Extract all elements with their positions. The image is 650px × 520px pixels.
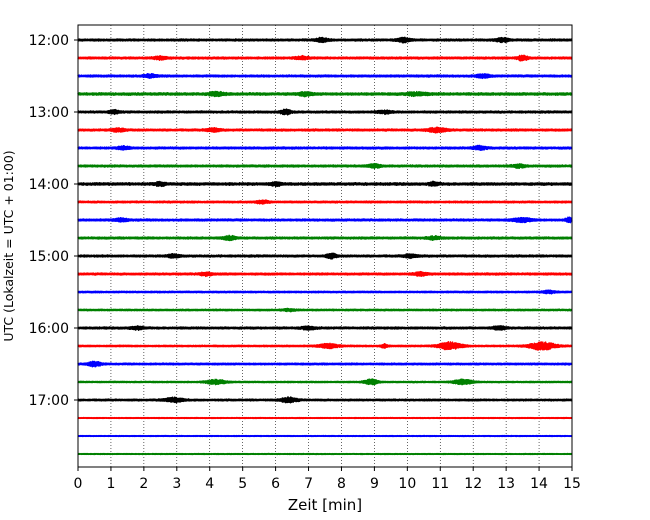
x-tick-label: 1 [106, 476, 115, 492]
y-axis-label: UTC (Lokalzeit = UTC + 01:00) [1, 150, 16, 341]
x-axis-ticks: 0 1 2 3 4 5 6 7 8 9 10 11 12 13 14 15 [74, 467, 581, 492]
trace-1215 [77, 54, 573, 62]
trace-1400 [77, 180, 573, 188]
x-axis-label: Zeit [min] [288, 496, 362, 514]
x-tick-label: 4 [205, 476, 214, 492]
x-tick-label: 0 [74, 476, 83, 492]
y-tick-label: 12:00 [29, 33, 69, 49]
trace-1415 [77, 199, 573, 205]
x-tick-label: 9 [370, 476, 379, 492]
trace-1645 [77, 378, 573, 386]
trace-1500 [77, 252, 573, 260]
trace-1630 [77, 360, 573, 368]
y-tick-label: 16:00 [29, 321, 69, 337]
y-tick-label: 13:00 [29, 105, 69, 121]
trace-1515 [77, 270, 573, 278]
trace-1445 [77, 234, 573, 242]
x-tick-label: 11 [431, 476, 449, 492]
x-tick-label: 13 [497, 476, 515, 492]
trace-1700 [77, 396, 573, 404]
plot-frame [77, 24, 573, 468]
x-tick-label: 15 [563, 476, 581, 492]
trace-1715 [77, 416, 573, 420]
seismogram-traces [77, 36, 573, 456]
x-tick-label: 5 [238, 476, 247, 492]
y-tick-label: 15:00 [29, 249, 69, 265]
y-tick-label: 17:00 [29, 393, 69, 409]
y-tick-label: 14:00 [29, 177, 69, 193]
x-tick-label: 7 [304, 476, 313, 492]
trace-1230 [77, 72, 573, 80]
x-tick-label: 14 [530, 476, 548, 492]
trace-1745 [77, 452, 573, 456]
x-tick-label: 10 [398, 476, 416, 492]
x-tick-label: 2 [139, 476, 148, 492]
trace-1600 [77, 324, 573, 332]
trace-1200 [77, 36, 573, 44]
trace-1300 [77, 108, 573, 116]
trace-1245 [77, 90, 573, 98]
x-tick-label: 8 [337, 476, 346, 492]
trace-1345 [77, 162, 573, 170]
x-tick-label: 12 [464, 476, 482, 492]
trace-1315 [77, 126, 573, 134]
x-tick-label: 3 [172, 476, 181, 492]
x-tick-label: 6 [271, 476, 280, 492]
trace-1530 [77, 289, 573, 295]
y-axis-ticks: 12:00 13:00 14:00 15:00 16:00 17:00 [29, 33, 78, 409]
trace-1615 [77, 341, 573, 351]
trace-1330 [77, 144, 573, 151]
trace-1730 [77, 434, 573, 438]
trace-1545 [77, 307, 573, 313]
trace-1430 [77, 216, 573, 224]
